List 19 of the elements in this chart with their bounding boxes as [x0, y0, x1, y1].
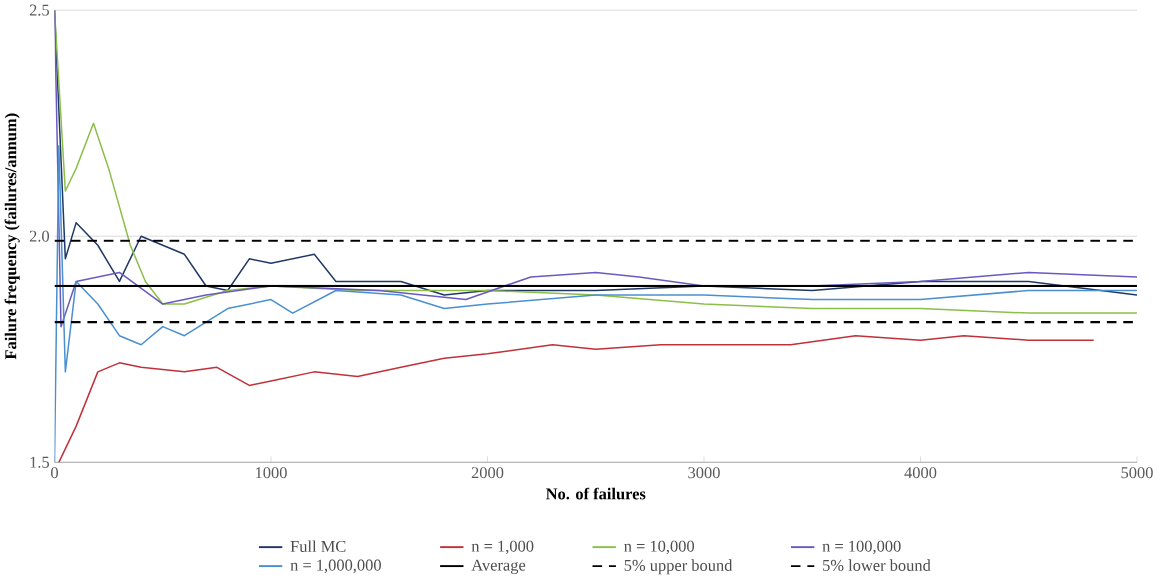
- legend-label: Average: [471, 559, 526, 574]
- legend-label: 5% lower bound: [823, 559, 931, 571]
- legend-label: Full MC: [290, 540, 346, 552]
- y-tick-label: 2.0: [29, 230, 50, 242]
- x-tick-label: 1000: [256, 467, 287, 479]
- x-tick-label: 4000: [904, 467, 937, 479]
- x-tick-label: 3000: [688, 467, 720, 479]
- legend-label: n = 1,000,000: [290, 559, 381, 573]
- y-tick-label: 2.5: [29, 4, 50, 16]
- x-tick-label: 2000: [471, 467, 504, 479]
- legend-label: n = 1,000: [471, 540, 534, 554]
- x-tick-label: 0: [51, 467, 58, 479]
- y-axis-title: Failure frequency (failures/annum): [4, 113, 20, 360]
- legend-label: 5% upper bound: [624, 559, 733, 575]
- x-axis-title: No. of failures: [545, 487, 646, 500]
- y-tick-label: 1.5: [30, 456, 50, 468]
- legend-label: n = 10,000: [624, 540, 695, 554]
- legend-label: n = 100,000: [822, 540, 901, 554]
- x-tick-label: 5000: [1121, 467, 1153, 479]
